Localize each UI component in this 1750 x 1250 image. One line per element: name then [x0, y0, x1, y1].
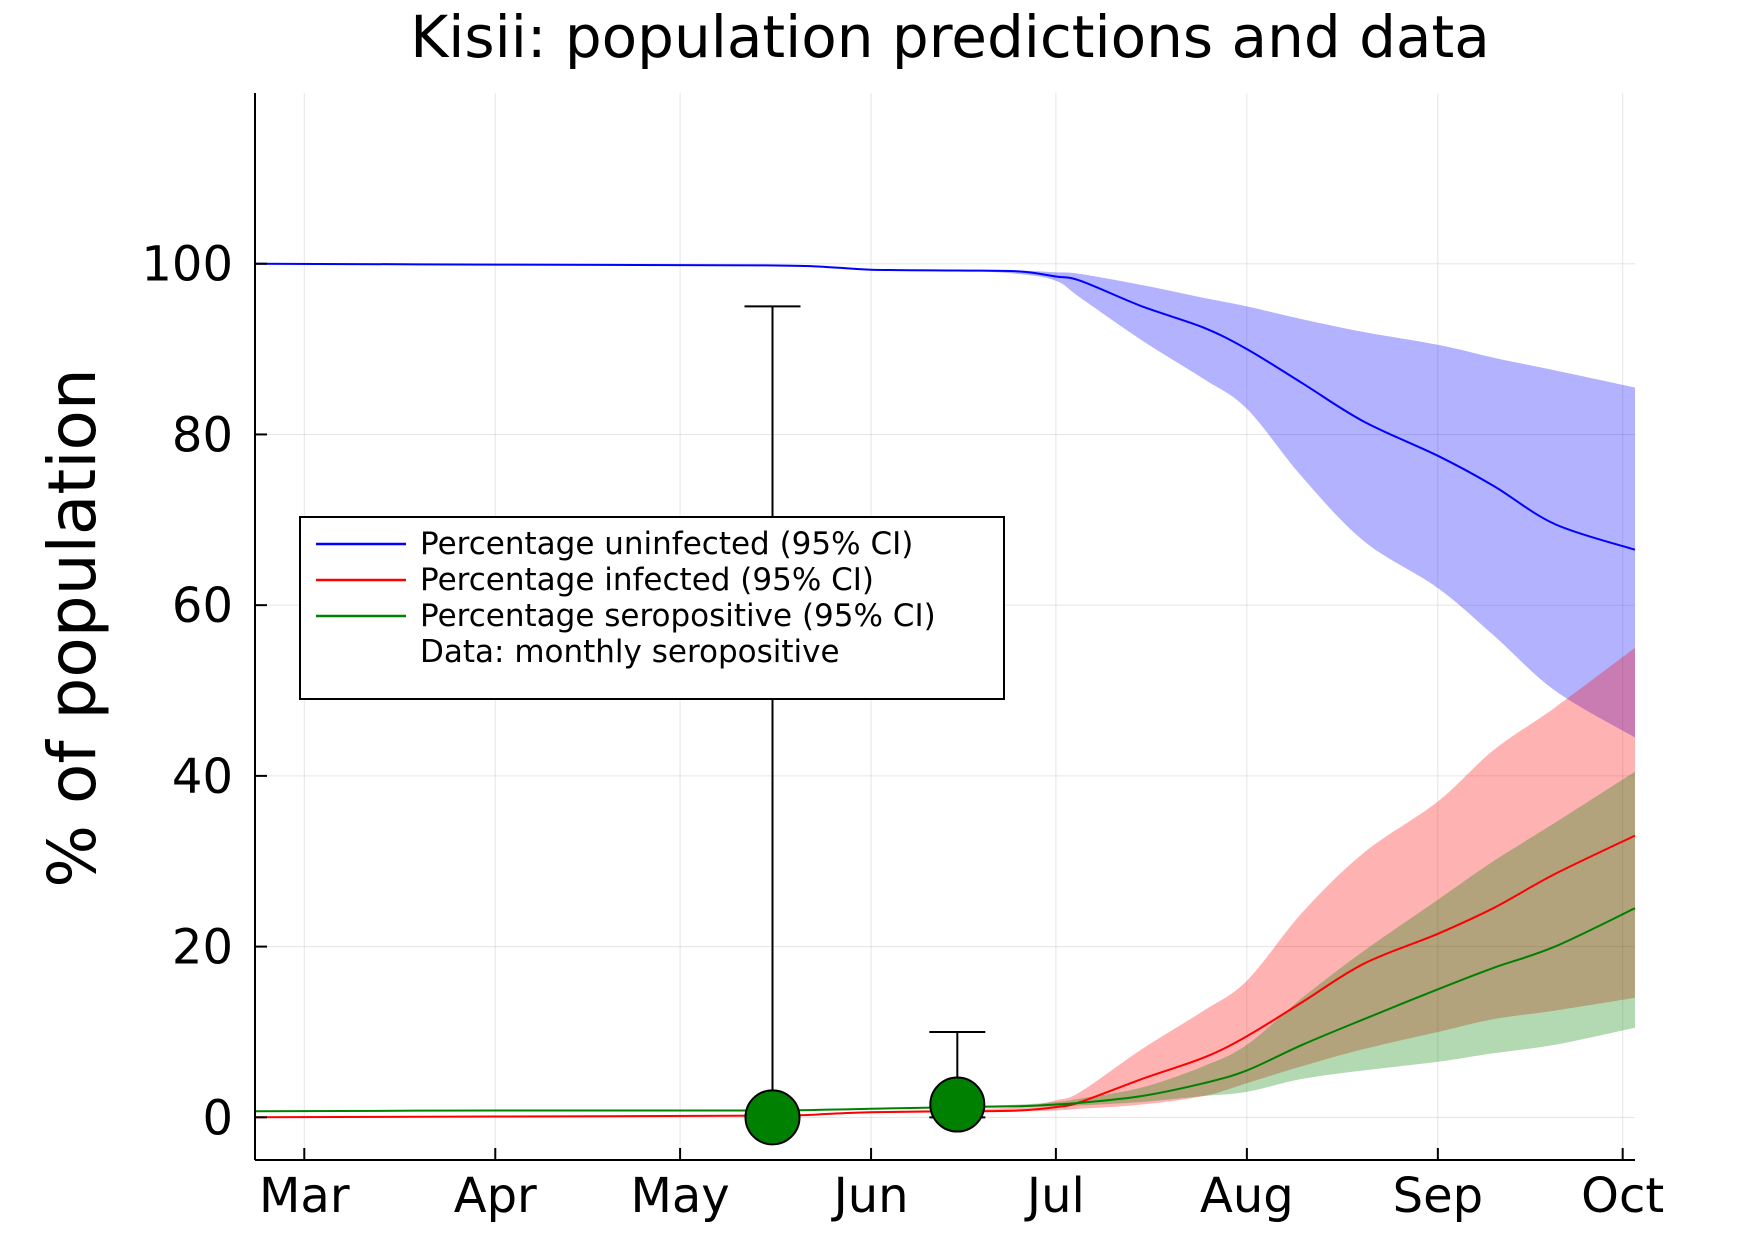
legend: Percentage uninfected (95% CI)Percentage…: [299, 516, 1005, 700]
y-tick-label: 80: [172, 407, 233, 463]
legend-entry: Percentage infected (95% CI): [420, 562, 874, 598]
x-tick-label: Apr: [454, 1168, 537, 1224]
data-point-1: [744, 1089, 801, 1146]
series-line-1: [254, 262, 1636, 551]
y-tick-label: 40: [172, 749, 233, 805]
y-axis-label: % of population: [34, 368, 111, 888]
y-tick-label: 100: [141, 237, 233, 293]
axes: [254, 93, 1635, 1161]
x-tick-label: Oct: [1581, 1168, 1664, 1224]
ci-band-2: [255, 647, 1635, 1118]
x-tick-label: Sep: [1393, 1168, 1483, 1224]
series-line-3: [254, 907, 1636, 1113]
chart-title: Kisii: population predictions and data: [410, 3, 1490, 71]
y-tick-label: 0: [202, 1090, 233, 1146]
x-tick-label: Jul: [1024, 1168, 1085, 1224]
x-tick-label: May: [630, 1168, 729, 1224]
x-tick-label: Aug: [1200, 1168, 1294, 1224]
data-point-2: [929, 1076, 986, 1133]
x-tick-label: Jun: [831, 1168, 909, 1224]
tick-labels: Mar Apr May Jun Jul Aug Sep Oct 0 20 40 60 80 100: [141, 237, 1664, 1224]
ci-band-1: [255, 263, 1635, 738]
x-tick-label: Mar: [259, 1168, 350, 1224]
error-bars: [744, 305, 986, 1119]
data-points: [744, 1076, 986, 1146]
ci-band-3: [255, 771, 1635, 1112]
legend-entry: Percentage seropositive (95% CI): [420, 598, 936, 634]
y-tick-label: 20: [172, 920, 233, 976]
legend-entry: Data: monthly seropositive: [420, 634, 840, 670]
legend-entry: Percentage uninfected (95% CI): [420, 526, 913, 562]
legend-box: [299, 516, 1005, 700]
series-lines: [254, 262, 1636, 1119]
confidence-bands: [255, 263, 1635, 1118]
y-tick-label: 60: [172, 578, 233, 634]
